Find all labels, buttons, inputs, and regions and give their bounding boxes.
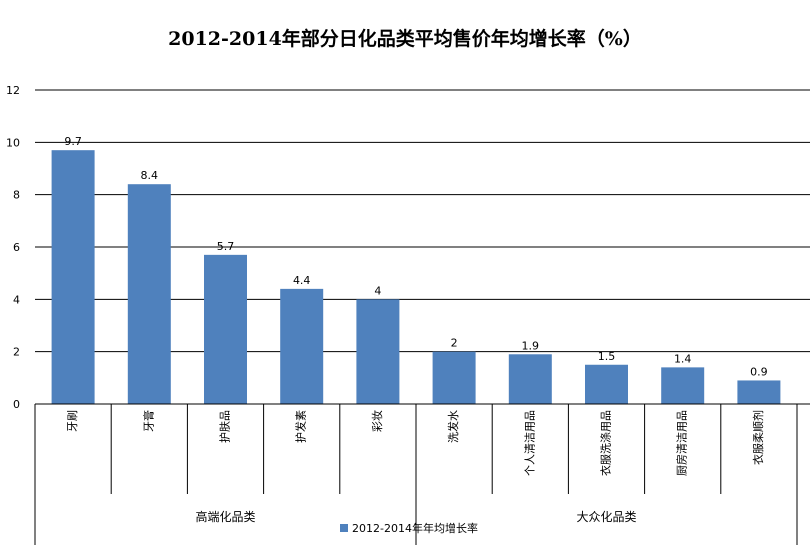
bar-7 xyxy=(585,364,628,404)
bar-9 xyxy=(737,380,781,404)
bar-0 xyxy=(51,150,95,404)
group-label-1: 大众化品类 xyxy=(576,510,636,524)
category-label-4: 彩妆 xyxy=(371,410,384,432)
data-label-4: 4 xyxy=(374,284,381,297)
category-label-6: 个人清洁用品 xyxy=(523,410,536,476)
category-label-1: 牙膏 xyxy=(141,410,155,432)
y-tick-label-0: 0 xyxy=(13,398,20,411)
bar-2 xyxy=(204,254,247,404)
y-tick-label-2: 4 xyxy=(13,293,20,306)
data-label-6: 1.9 xyxy=(522,339,540,352)
category-label-3: 护发素 xyxy=(294,410,308,443)
y-tick-label-6: 12 xyxy=(6,84,20,97)
bar-8 xyxy=(661,367,705,404)
data-label-3: 4.4 xyxy=(293,274,311,287)
data-label-8: 1.4 xyxy=(674,352,692,365)
y-tick-label-3: 6 xyxy=(13,241,20,254)
y-tick-label-4: 8 xyxy=(13,189,20,202)
y-tick-label-1: 2 xyxy=(13,346,20,359)
category-label-5: 洗发水 xyxy=(446,410,460,443)
chart-title: 2012-2014年部分日化品类平均售价年均增长率（%） xyxy=(168,28,642,50)
y-tick-label-5: 10 xyxy=(6,136,20,149)
category-label-7: 衣服洗涤用品 xyxy=(599,410,613,476)
category-label-2: 护肤品 xyxy=(218,410,232,443)
category-label-0: 牙刷 xyxy=(66,410,79,432)
group-label-0: 高端化品类 xyxy=(195,509,255,524)
data-label-0: 9.7 xyxy=(64,135,82,148)
category-label-9: 衣服柔顺剂 xyxy=(751,410,765,465)
legend-label: 2012-2014年年均增长率 xyxy=(352,521,478,535)
bar-4 xyxy=(356,299,400,404)
data-label-7: 1.5 xyxy=(598,350,616,363)
data-label-2: 5.7 xyxy=(217,240,235,253)
data-label-9: 0.9 xyxy=(750,365,768,378)
bar-5 xyxy=(432,351,476,404)
bar-6 xyxy=(508,354,552,404)
legend-swatch xyxy=(340,524,348,532)
data-label-1: 8.4 xyxy=(141,169,159,182)
bar-3 xyxy=(280,288,324,404)
category-label-8: 厨房清洁用品 xyxy=(676,410,689,476)
bar-1 xyxy=(127,184,171,404)
data-label-5: 2 xyxy=(451,337,458,350)
